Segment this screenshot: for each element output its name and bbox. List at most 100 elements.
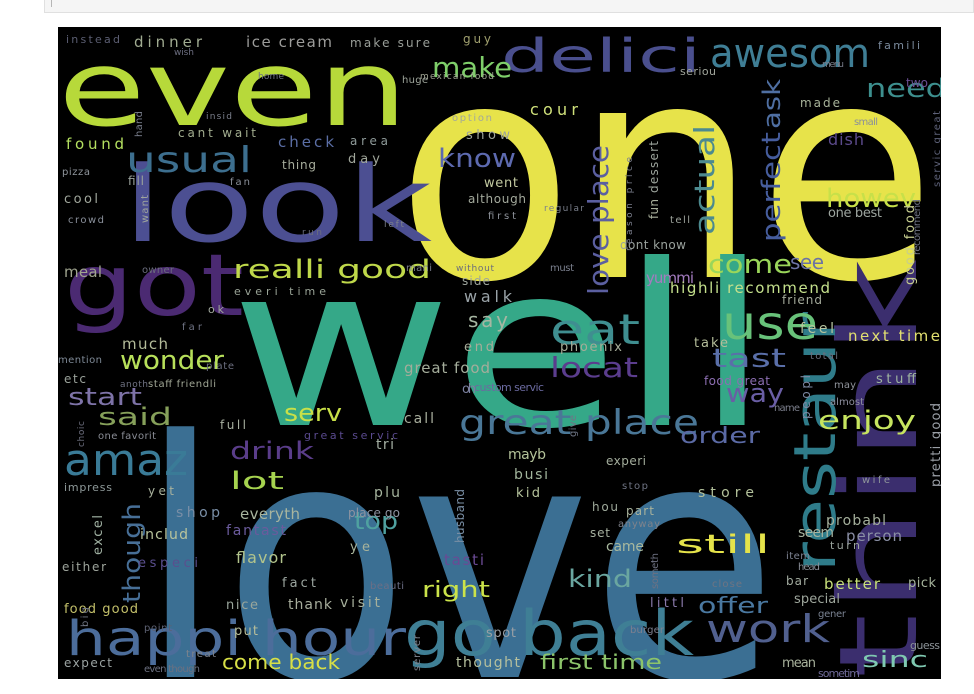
word: great food: [404, 359, 490, 377]
word: usual: [126, 140, 252, 181]
word: regular: [544, 204, 584, 214]
word: hou: [592, 500, 618, 514]
word: wish: [174, 48, 194, 58]
word: pretti good: [929, 403, 941, 487]
word: etc: [64, 372, 86, 386]
word: reason price: [625, 157, 635, 251]
word: cant wait: [178, 126, 256, 140]
word-cloud-canvas: love one well even look think got go bac…: [58, 27, 941, 679]
word: tast: [712, 344, 786, 374]
word: delici: [501, 29, 701, 83]
word: part: [626, 504, 654, 518]
word: special: [794, 592, 840, 607]
word: close: [712, 579, 742, 590]
word: lot: [230, 467, 284, 495]
word: still: [676, 530, 770, 560]
word: ice cream: [246, 33, 332, 51]
word: wonder: [120, 346, 224, 376]
word: though: [118, 503, 146, 603]
word: mexican food: [420, 72, 494, 82]
word: put: [234, 624, 258, 639]
word: either: [62, 560, 106, 574]
word: eat: [550, 305, 640, 354]
word: howev: [826, 184, 916, 214]
word: end: [464, 340, 494, 355]
word: ask: [758, 79, 786, 129]
word: yummi: [646, 269, 694, 287]
word: perfect: [757, 132, 787, 242]
word: fantast: [226, 523, 287, 539]
word: sinc: [862, 648, 928, 673]
word: flavor: [236, 548, 286, 567]
word: walk: [464, 287, 513, 306]
word: plu: [374, 485, 400, 501]
word: two: [906, 76, 928, 90]
word: said: [98, 403, 172, 431]
word: kind: [568, 565, 632, 593]
word: far: [182, 322, 203, 333]
word: got: [64, 236, 244, 336]
word: name: [774, 403, 800, 414]
word: recommend: [912, 199, 923, 255]
word: spot: [486, 626, 516, 641]
word: next time: [848, 327, 940, 345]
word: excel: [91, 515, 106, 555]
word: mayb: [508, 447, 546, 463]
word: hand: [134, 111, 145, 137]
word: want: [140, 195, 151, 223]
word: come back: [222, 650, 340, 674]
word: first time: [540, 650, 662, 674]
previous-output-cell: [44, 0, 974, 13]
word: staff friendli: [148, 379, 216, 390]
word: offer: [698, 594, 769, 619]
word: give: [568, 415, 579, 437]
word: even: [58, 28, 408, 150]
word: thought: [456, 655, 521, 671]
word: serv: [284, 399, 342, 427]
word: everyth: [240, 505, 300, 523]
word: experi: [606, 454, 646, 468]
word: custom servic: [474, 381, 544, 394]
word: top: [354, 507, 398, 535]
word: food great: [704, 374, 770, 388]
word: someth: [650, 553, 661, 589]
word: look: [122, 144, 432, 266]
word: better: [824, 575, 881, 593]
word: small: [854, 117, 878, 128]
word: pizza: [62, 167, 90, 178]
word: right: [422, 578, 490, 603]
word: friend: [782, 293, 822, 307]
word: way: [726, 379, 784, 409]
word: go back: [404, 597, 694, 670]
word: point: [144, 623, 172, 634]
word: nice: [226, 598, 258, 613]
word: kid: [516, 486, 540, 501]
word: went: [484, 176, 518, 191]
word: check: [278, 133, 334, 151]
word: one best: [828, 206, 882, 221]
word: one favorit: [98, 431, 156, 442]
word: especi: [138, 556, 198, 571]
word: set: [590, 526, 610, 540]
word: busi: [514, 467, 548, 483]
word: start: [68, 383, 142, 411]
word: happi hour: [66, 611, 406, 667]
word: gener: [818, 609, 847, 620]
word: may: [834, 380, 856, 391]
word: see: [790, 250, 824, 274]
word: good food: [903, 205, 918, 285]
word: place go: [348, 506, 400, 520]
word: dont know: [620, 238, 686, 252]
word: dish: [828, 130, 864, 149]
word: say: [468, 308, 508, 332]
word: total: [810, 351, 838, 362]
word: anoth: [120, 380, 148, 390]
word: visit: [340, 595, 381, 611]
word: fun: [647, 199, 661, 219]
word: sometim: [818, 667, 860, 679]
word-cloud-background: [58, 27, 941, 679]
word: guess: [910, 639, 940, 652]
word: insid: [206, 112, 232, 122]
word: treat: [186, 649, 216, 660]
word: actual: [688, 125, 721, 235]
